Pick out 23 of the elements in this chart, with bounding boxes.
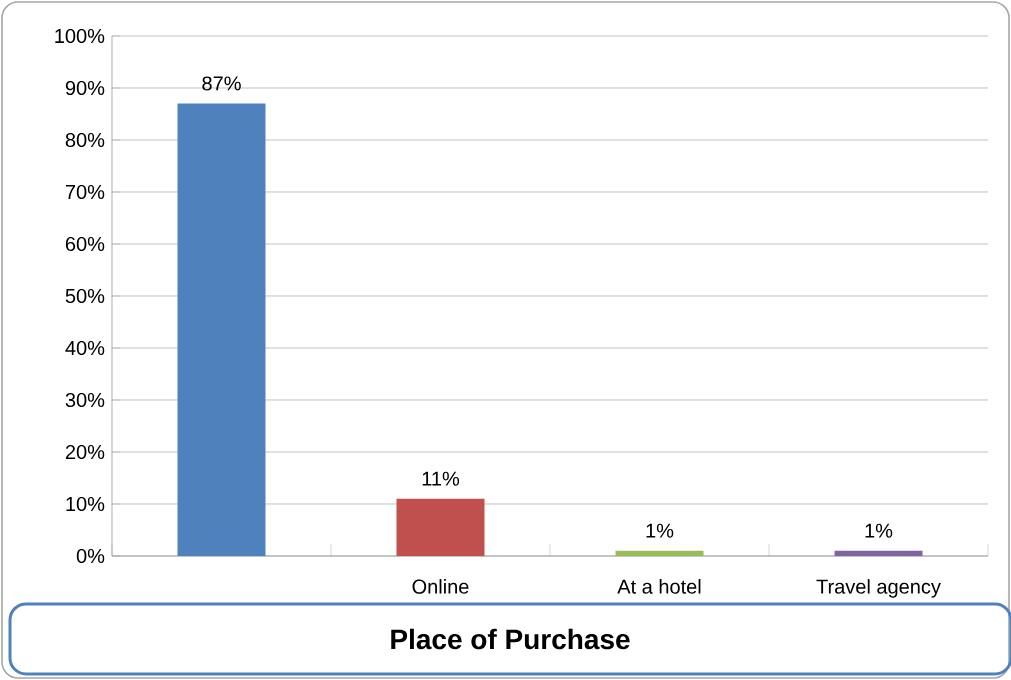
- y-tick-label: 60%: [65, 236, 105, 252]
- text: Place of Purchase: [391, 628, 630, 650]
- y-tick-label: 40%: [65, 340, 105, 356]
- y-tick-label: 90%: [65, 80, 105, 96]
- x-tick-label: At a hotel: [617, 579, 701, 594]
- data-label: 87%: [202, 76, 241, 91]
- bar: [615, 550, 704, 556]
- y-tick-label: 70%: [65, 184, 105, 200]
- data-label: 1%: [865, 523, 893, 538]
- y-tick-label: 100%: [55, 28, 105, 44]
- bar: [396, 498, 485, 556]
- data-label: 1%: [646, 523, 674, 538]
- y-tick-label: 30%: [65, 392, 105, 408]
- x-tick-label: Travel agency: [816, 579, 941, 598]
- bar: [834, 550, 923, 556]
- x-tick-label: Online: [412, 579, 469, 594]
- y-tick-label: 80%: [65, 132, 105, 148]
- y-tick-label: 50%: [65, 288, 105, 304]
- y-tick-label: 10%: [66, 496, 105, 512]
- data-label: 11%: [422, 471, 460, 486]
- bar: [177, 103, 266, 556]
- y-tick-label: 20%: [65, 444, 105, 460]
- y-tick-label: 0%: [76, 548, 105, 564]
